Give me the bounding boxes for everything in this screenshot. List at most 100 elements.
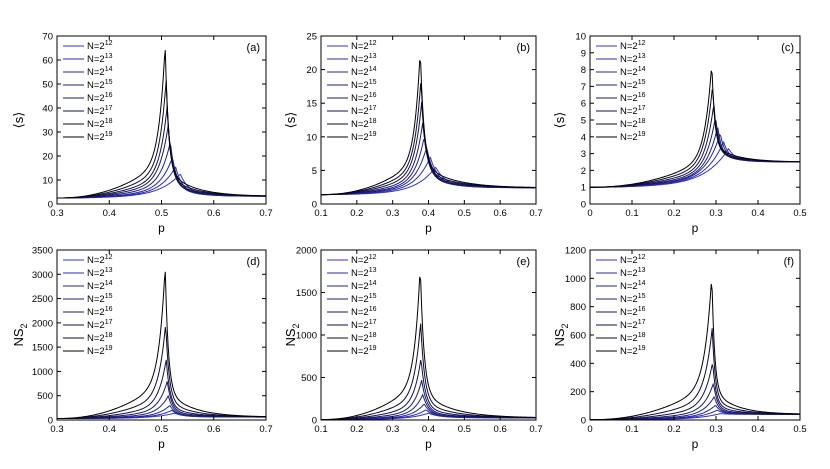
chart-panel-2: 0.1 0.2 0.3 0.4 0.5 0.6 0.7 0 5 10 15 20 25 p ⟨s⟩ (b) N=… <box>283 32 543 236</box>
x-tick-label: 0.2 <box>350 208 363 219</box>
legend-entry: N=216 <box>620 306 646 318</box>
series-line-18 <box>57 326 266 420</box>
legend-entry: N=218 <box>351 118 377 130</box>
y-tick-label: 400 <box>570 359 586 370</box>
series-line-17 <box>590 364 800 420</box>
legend-entry: N=212 <box>87 40 113 52</box>
series-group <box>590 70 800 188</box>
y-tick-label: 5 <box>581 116 586 127</box>
legend-entry: N=213 <box>87 267 113 279</box>
x-tick-label: 0 <box>587 424 592 435</box>
y-tick-label: 50 <box>42 80 53 91</box>
legend-entry: N=212 <box>620 40 646 52</box>
x-tick-label: 0.1 <box>314 424 327 435</box>
legend-entry: N=215 <box>620 79 646 91</box>
x-axis-label: p <box>425 221 432 235</box>
y-tick-label: 800 <box>570 302 586 313</box>
legend-entry: N=216 <box>351 306 377 318</box>
x-tick-label: 0.1 <box>625 424 638 435</box>
y-tick-label: 7 <box>581 82 586 93</box>
y-tick-label: 0 <box>581 416 586 427</box>
x-axis-label: p <box>158 221 165 235</box>
legend-entry: N=212 <box>351 40 377 52</box>
x-tick-label: 0.3 <box>386 208 399 219</box>
panel-label: (b) <box>517 42 530 54</box>
y-tick-label: 1500 <box>296 288 317 299</box>
legend-entry: N=218 <box>620 332 646 344</box>
x-tick-label: 0.5 <box>793 208 806 219</box>
y-tick-label: 2000 <box>32 318 53 329</box>
series-group <box>57 50 266 199</box>
legend-entry: N=217 <box>87 105 113 117</box>
y-tick-label: 30 <box>42 128 53 139</box>
legend-entry: N=218 <box>620 118 646 130</box>
x-tick-label: 0.2 <box>667 424 680 435</box>
x-tick-label: 0.4 <box>103 208 116 219</box>
x-tick-label: 0 <box>587 208 592 219</box>
y-axis-label: NS2 <box>552 323 570 346</box>
chart-panel-6: 0 0.1 0.2 0.3 0.4 0.5 0 200 400 600 800 1000 1200 p NS… <box>552 246 807 452</box>
x-tick-label: 0.3 <box>709 208 722 219</box>
legend-entry: N=213 <box>351 53 377 65</box>
y-tick-label: 10 <box>42 176 53 187</box>
x-tick-label: 0.3 <box>709 424 722 435</box>
y-tick-label: 9 <box>581 48 586 59</box>
y-tick-label: 1500 <box>32 343 53 354</box>
y-axis-label: ⟨s⟩ <box>283 112 298 129</box>
y-tick-label: 5 <box>312 166 317 177</box>
y-tick-label: 0 <box>48 200 53 211</box>
x-tick-label: 0.7 <box>529 424 542 435</box>
legend-entry: N=213 <box>351 267 377 279</box>
y-tick-label: 15 <box>306 99 317 110</box>
legend-entry: N=217 <box>87 319 113 331</box>
x-tick-label: 0.5 <box>458 208 471 219</box>
legend-entry: N=216 <box>87 306 113 318</box>
y-tick-label: 1000 <box>565 274 586 285</box>
chart-panel-1: 0.3 0.4 0.5 0.6 0.7 0 10 20 30 40 50 60 70 p ⟨s⟩ (a) N=2… <box>11 32 273 236</box>
series-line-13 <box>590 140 800 188</box>
y-tick-label: 3500 <box>32 246 53 257</box>
series-line-14 <box>57 157 266 199</box>
legend-entry: N=219 <box>351 345 377 357</box>
legend-entry: N=214 <box>620 66 646 78</box>
legend-entry: N=219 <box>620 345 646 357</box>
y-tick-label: 1200 <box>565 246 586 257</box>
y-tick-label: 20 <box>306 65 317 76</box>
x-tick-label: 0.6 <box>207 424 220 435</box>
legend-entry: N=217 <box>620 319 646 331</box>
x-tick-label: 0.5 <box>155 208 168 219</box>
series-line-19 <box>590 283 800 420</box>
y-axis-label: ⟨s⟩ <box>552 112 567 129</box>
x-tick-label: 0.7 <box>529 208 542 219</box>
x-axis-label: p <box>692 221 699 235</box>
y-tick-label: 2 <box>581 166 586 177</box>
y-tick-label: 1000 <box>32 367 53 378</box>
legend-entry: N=214 <box>620 280 646 292</box>
x-tick-label: 0.5 <box>458 424 471 435</box>
legend-entry: N=217 <box>351 319 377 331</box>
legend-entry: N=212 <box>620 254 646 266</box>
y-tick-label: 2000 <box>296 246 317 257</box>
legend-entry: N=212 <box>351 254 377 266</box>
x-tick-label: 0.2 <box>350 424 363 435</box>
series-line-12 <box>321 166 536 196</box>
legend-entry: N=219 <box>620 131 646 143</box>
panel-label: (c) <box>781 42 794 54</box>
legend-entry: N=218 <box>87 118 113 130</box>
legend-entry: N=219 <box>87 345 113 357</box>
x-tick-label: 0.6 <box>494 208 507 219</box>
legend-entry: N=219 <box>351 131 377 143</box>
y-tick-label: 500 <box>301 373 317 384</box>
y-tick-label: 10 <box>306 132 317 143</box>
x-axis-label: p <box>425 437 432 451</box>
legend-entry: N=216 <box>620 92 646 104</box>
y-tick-label: 3000 <box>32 270 53 281</box>
series-line-19 <box>57 50 266 199</box>
panel-label: (a) <box>247 42 260 54</box>
series-line-17 <box>57 359 266 420</box>
